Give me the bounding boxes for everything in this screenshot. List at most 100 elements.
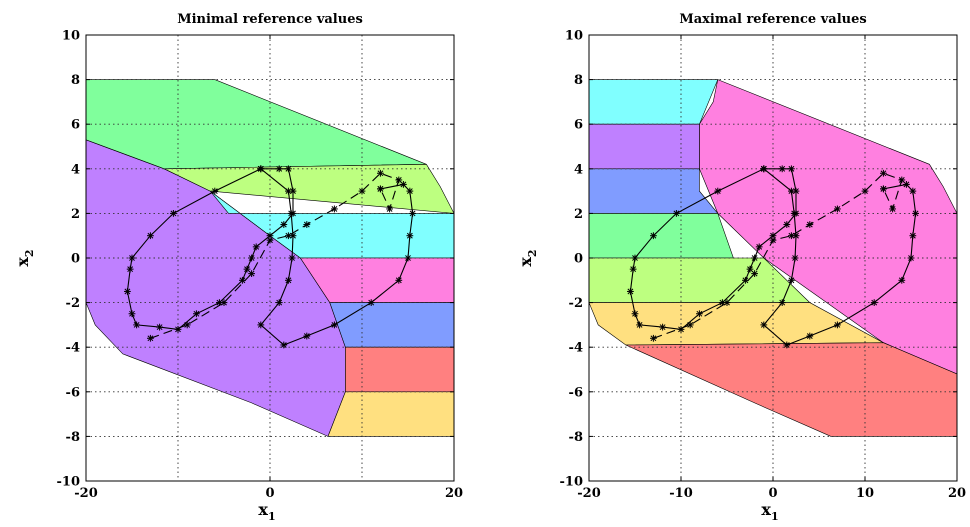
trajectory-point — [909, 187, 917, 195]
star-stroke — [783, 342, 790, 348]
y-tick-label: 0 — [574, 252, 583, 267]
star-stroke — [806, 333, 813, 339]
trajectory-point — [880, 169, 887, 177]
star-stroke — [276, 165, 283, 172]
star-stroke — [377, 185, 384, 192]
star-stroke — [285, 188, 292, 195]
trajectory-point — [650, 334, 657, 342]
star-stroke — [193, 310, 200, 317]
star-stroke — [129, 310, 135, 317]
y-tick-label: 2 — [574, 207, 583, 222]
trajectory-line — [629, 168, 797, 330]
star-stroke — [834, 321, 841, 328]
star-stroke — [290, 232, 296, 239]
y-tick-label: -2 — [569, 296, 583, 311]
star-stroke — [303, 333, 310, 339]
trajectory-point — [147, 334, 154, 342]
star-stroke — [248, 255, 255, 261]
star-stroke — [386, 206, 393, 212]
x-axis-label-subscript: 1 — [771, 510, 779, 523]
y-tick-label: -2 — [66, 296, 80, 311]
trajectory-point — [358, 187, 366, 195]
star-stroke — [368, 299, 375, 306]
x-tick-label: -10 — [669, 486, 693, 501]
y-axis-label-subscript: 2 — [23, 249, 36, 257]
star-stroke — [244, 266, 250, 273]
star-stroke — [276, 299, 283, 306]
y-tick-label: -10 — [57, 475, 81, 490]
trajectory-point — [751, 270, 758, 278]
trajectory-point — [751, 254, 758, 262]
star-stroke — [285, 277, 292, 284]
trajectory-point — [769, 236, 777, 244]
x-tick-label: 0 — [768, 486, 777, 501]
star-stroke — [280, 221, 287, 228]
star-stroke — [395, 277, 402, 284]
star-stroke — [742, 277, 749, 284]
trajectory-point — [248, 270, 255, 278]
star-stroke — [211, 188, 218, 195]
trajectory-point — [367, 299, 375, 306]
trajectory-point — [170, 210, 177, 217]
trajectory-point — [285, 276, 292, 284]
star-stroke — [770, 232, 776, 239]
x-tick-label: 0 — [265, 486, 274, 501]
star-stroke — [783, 221, 790, 228]
region-5 — [329, 302, 455, 348]
star-stroke — [871, 299, 878, 306]
trajectory-point — [760, 321, 768, 329]
trajectory-point — [133, 321, 140, 329]
trajectory-point — [409, 210, 416, 217]
star-stroke — [400, 181, 407, 188]
star-stroke — [912, 210, 919, 217]
star-stroke — [806, 221, 813, 228]
region-3 — [588, 168, 719, 214]
y-tick-label: -6 — [569, 385, 583, 400]
y-tick-label: 4 — [71, 162, 80, 177]
trajectory-point — [287, 210, 295, 217]
x-tick-label: -20 — [577, 486, 601, 501]
star-stroke — [898, 177, 905, 183]
trajectory-point — [280, 341, 288, 349]
trajectory-point — [903, 181, 910, 188]
star-stroke — [239, 277, 246, 284]
trajectory-point — [303, 221, 311, 228]
trajectory-point — [266, 232, 274, 240]
trajectory-point — [746, 265, 754, 273]
trajectory-point — [386, 205, 393, 213]
star-stroke — [124, 288, 131, 295]
trajectory-point — [760, 165, 768, 173]
star-stroke — [659, 324, 666, 331]
star-stroke — [756, 243, 763, 250]
trajectory-point — [673, 210, 680, 217]
star-stroke — [406, 232, 413, 239]
trajectory-point — [636, 321, 643, 329]
star-stroke — [880, 185, 887, 192]
star-stroke — [331, 206, 338, 212]
star-stroke — [760, 321, 767, 328]
trajectory-point — [870, 299, 878, 306]
trajectory-point — [211, 187, 219, 195]
x-axis-label: x1 — [761, 500, 778, 523]
trajectory-point — [377, 185, 384, 193]
trajectory-point — [723, 299, 731, 306]
trajectory-point — [285, 165, 292, 173]
trajectory-point — [395, 276, 403, 284]
trajectory-point — [783, 341, 791, 349]
trajectory-point — [788, 187, 795, 195]
star-stroke — [285, 232, 292, 239]
trajectory-line — [126, 168, 294, 330]
star-stroke — [908, 255, 914, 261]
x-tick-label: 20 — [445, 486, 463, 501]
y-axis-label: x2 — [516, 249, 539, 266]
star-stroke — [280, 342, 287, 348]
star-stroke — [760, 165, 767, 172]
star-stroke — [129, 255, 135, 261]
y-tick-label: 2 — [71, 207, 80, 222]
x-tick-label: 20 — [948, 486, 966, 501]
trajectory-point — [266, 236, 274, 244]
trajectory-point — [248, 254, 255, 262]
trajectory-point — [285, 232, 292, 240]
trajectory-point — [126, 265, 134, 273]
